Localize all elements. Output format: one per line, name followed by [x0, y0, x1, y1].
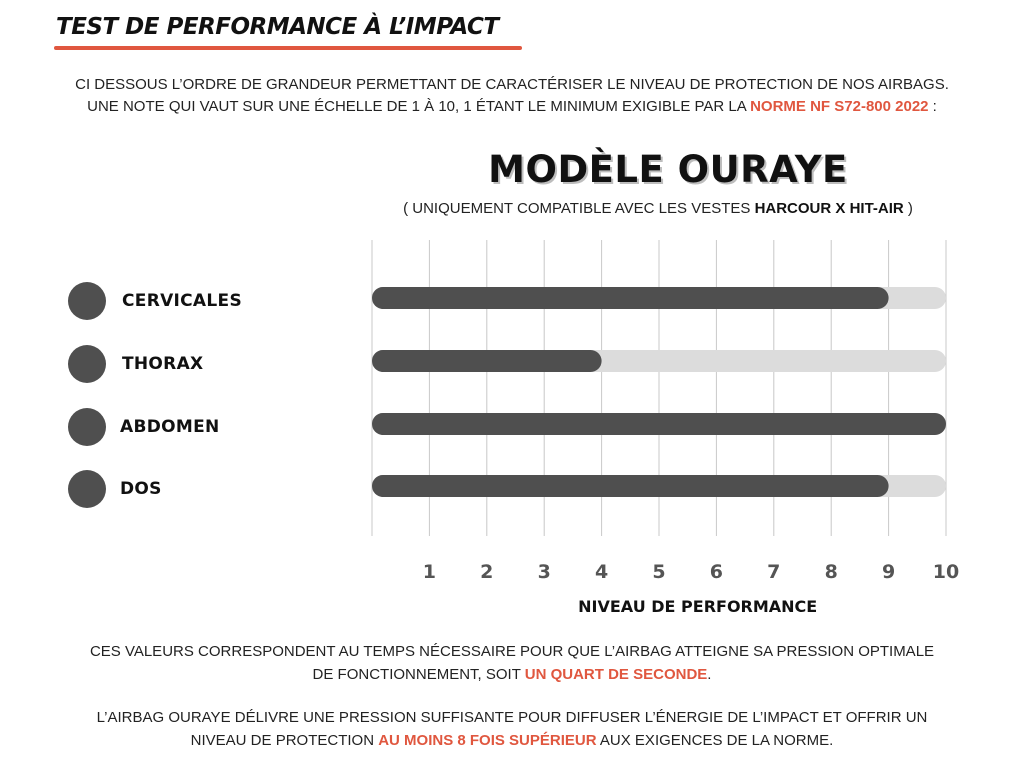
category-row: CERVICALES	[68, 282, 242, 320]
footer-paragraph-1: CES VALEURS CORRESPONDENT AU TEMPS NÉCES…	[0, 640, 1024, 686]
intro-line-2: UNE NOTE QUI VAUT SUR UNE ÉCHELLE DE 1 À…	[0, 96, 1024, 118]
footer-p2-highlight: AU MOINS 8 FOIS SUPÉRIEUR	[378, 732, 597, 749]
category-row: DOS	[68, 470, 162, 508]
category-dot-icon	[68, 470, 106, 508]
footer-paragraph-2: L’AIRBAG OURAYE DÉLIVRE UNE PRESSION SUF…	[0, 706, 1024, 752]
norm-reference: NORME NF S72-800 2022	[750, 98, 929, 115]
bar-abdomen	[372, 413, 946, 435]
footer-p1-end: .	[707, 666, 712, 683]
performance-chart: 1 2 3 4 5 6 7 8 9 10 NIVEAU DE PERFORMANCE	[371, 240, 959, 616]
tick-label: 10	[933, 561, 959, 583]
tick-label: 8	[825, 561, 838, 583]
tick-label: 4	[595, 561, 608, 583]
chart-title: MODÈLE OURAYE	[488, 148, 848, 191]
chart-subtitle-start: ( UNIQUEMENT COMPATIBLE AVEC LES VESTES	[403, 200, 755, 217]
tick-label: 9	[882, 561, 895, 583]
bar-cervicales	[372, 287, 889, 309]
bar-dos	[372, 475, 889, 497]
category-label: DOS	[120, 479, 162, 499]
tick-label: 2	[480, 561, 493, 583]
footer-p1-highlight: UN QUART DE SECONDE	[524, 666, 708, 683]
tick-label: 7	[767, 561, 780, 583]
category-label: ABDOMEN	[120, 417, 220, 437]
footer-p1-line-2-text: DE FONCTIONNEMENT, SOIT	[312, 666, 525, 683]
footer-p1-line-2: DE FONCTIONNEMENT, SOIT UN QUART DE SECO…	[0, 663, 1024, 686]
category-row: ABDOMEN	[68, 408, 220, 446]
footer-p2-line-2-text: NIVEAU DE PROTECTION	[190, 732, 379, 749]
x-axis-label: NIVEAU DE PERFORMANCE	[578, 597, 817, 616]
title-underline	[54, 46, 522, 50]
chart-subtitle-end: )	[903, 200, 913, 217]
bar-thorax	[372, 350, 602, 372]
category-label: THORAX	[122, 354, 204, 374]
category-label: CERVICALES	[122, 291, 242, 311]
footer-p2-line-1: L’AIRBAG OURAYE DÉLIVRE UNE PRESSION SUF…	[96, 709, 928, 726]
intro-line-2-end: :	[928, 98, 937, 115]
footer-p2-line-2: NIVEAU DE PROTECTION AU MOINS 8 FOIS SUP…	[0, 729, 1024, 752]
chart-subtitle-brand: HARCOUR X HIT-AIR	[754, 200, 904, 217]
page-title: TEST DE PERFORMANCE À L’IMPACT	[56, 14, 499, 40]
tick-label: 5	[652, 561, 665, 583]
category-dot-icon	[68, 408, 106, 446]
tick-label: 1	[423, 561, 436, 583]
category-dot-icon	[68, 282, 106, 320]
tick-label: 6	[710, 561, 723, 583]
footer-p1-line-1: CES VALEURS CORRESPONDENT AU TEMPS NÉCES…	[89, 643, 935, 660]
intro-text: CI DESSOUS L’ORDRE DE GRANDEUR PERMETTAN…	[0, 74, 1024, 118]
footer-p2-end: AUX EXIGENCES DE LA NORME.	[596, 732, 834, 749]
category-dot-icon	[68, 345, 106, 383]
category-row: THORAX	[68, 345, 203, 383]
tick-label: 3	[538, 561, 551, 583]
chart-subtitle: ( UNIQUEMENT COMPATIBLE AVEC LES VESTES …	[300, 200, 1016, 217]
intro-line-2-text: UNE NOTE QUI VAUT SUR UNE ÉCHELLE DE 1 À…	[87, 98, 751, 115]
intro-line-1: CI DESSOUS L’ORDRE DE GRANDEUR PERMETTAN…	[75, 76, 949, 93]
